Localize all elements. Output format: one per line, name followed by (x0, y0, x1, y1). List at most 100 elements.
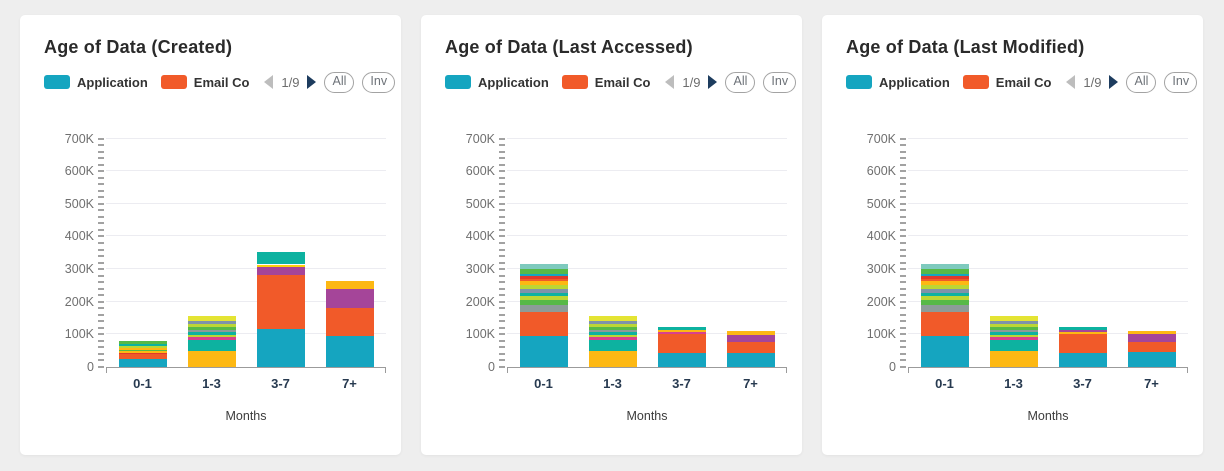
legend-prev-icon[interactable] (665, 75, 675, 90)
bar-segment[interactable] (657, 326, 706, 330)
bar-segment[interactable] (657, 353, 706, 367)
bar-segment[interactable] (657, 331, 706, 335)
bar-segment[interactable] (187, 334, 236, 338)
bar-segment[interactable] (989, 337, 1038, 341)
bar-segment[interactable] (989, 351, 1038, 367)
all-button[interactable]: All (324, 72, 355, 93)
bar-segment[interactable] (519, 269, 568, 274)
bar-segment[interactable] (519, 276, 568, 279)
legend-swatch-application[interactable] (445, 75, 471, 90)
bar-segment[interactable] (187, 332, 236, 335)
bar-segment[interactable] (1127, 330, 1176, 335)
bar-segment[interactable] (588, 340, 637, 352)
bar-segment[interactable] (1058, 333, 1107, 354)
bar-segment[interactable] (989, 329, 1038, 333)
legend-next-icon[interactable] (1109, 75, 1119, 90)
bar-segment[interactable] (989, 340, 1038, 352)
legend-swatch-application[interactable] (846, 75, 872, 90)
bar-segment[interactable] (256, 329, 305, 367)
bar-segment[interactable] (256, 274, 305, 330)
legend-label-application[interactable]: Application (879, 74, 950, 90)
bar-segment[interactable] (187, 329, 236, 333)
bar-segment[interactable] (118, 349, 167, 352)
bar-segment[interactable] (920, 300, 969, 306)
bar-segment[interactable] (1127, 352, 1176, 367)
bar-segment[interactable] (920, 292, 969, 297)
bar-segment[interactable] (519, 281, 568, 286)
legend-label-email[interactable]: Email Co (594, 74, 651, 90)
bar-segment[interactable] (118, 354, 167, 359)
bar-segment[interactable] (519, 312, 568, 336)
bar-segment[interactable] (588, 329, 637, 333)
bar-segment[interactable] (588, 332, 637, 335)
bar-segment[interactable] (657, 334, 706, 354)
bar-segment[interactable] (519, 273, 568, 277)
bar-segment[interactable] (519, 278, 568, 282)
bar-segment[interactable] (187, 323, 236, 327)
legend-label-email[interactable]: Email Co (193, 74, 250, 90)
inv-button[interactable]: Inv (1164, 72, 1198, 93)
bar-segment[interactable] (588, 321, 637, 324)
bar-segment[interactable] (1058, 353, 1107, 367)
bar-segment[interactable] (989, 315, 1038, 322)
legend-label-application[interactable]: Application (77, 74, 148, 90)
bar-segment[interactable] (989, 321, 1038, 324)
legend-swatch-email[interactable] (160, 75, 187, 90)
bar-segment[interactable] (588, 323, 637, 327)
bar-segment[interactable] (1058, 330, 1107, 332)
bar-segment[interactable] (989, 323, 1038, 327)
bar-segment[interactable] (118, 352, 167, 355)
bar-segment[interactable] (118, 351, 167, 353)
bar-segment[interactable] (1058, 331, 1107, 334)
bar-segment[interactable] (118, 343, 167, 346)
bar-segment[interactable] (726, 342, 775, 354)
bar-segment[interactable] (519, 305, 568, 313)
bar-segment[interactable] (588, 326, 637, 330)
bar-segment[interactable] (519, 292, 568, 297)
bar-segment[interactable] (325, 308, 374, 336)
inv-button[interactable]: Inv (362, 72, 396, 93)
bar-segment[interactable] (519, 289, 568, 293)
bar-segment[interactable] (657, 329, 706, 332)
bar-segment[interactable] (588, 315, 637, 322)
bar-segment[interactable] (1058, 326, 1107, 331)
bar-segment[interactable] (118, 358, 167, 367)
legend-label-email[interactable]: Email Co (995, 74, 1052, 90)
bar-segment[interactable] (187, 321, 236, 324)
legend-swatch-application[interactable] (44, 75, 70, 90)
bar-segment[interactable] (920, 305, 969, 313)
legend-label-application[interactable]: Application (478, 74, 549, 90)
bar-segment[interactable] (118, 341, 167, 344)
bar-segment[interactable] (726, 330, 775, 336)
legend-next-icon[interactable] (307, 75, 317, 90)
bar-segment[interactable] (588, 351, 637, 367)
bar-segment[interactable] (726, 353, 775, 367)
bar-segment[interactable] (588, 337, 637, 341)
bar-segment[interactable] (989, 332, 1038, 335)
legend-prev-icon[interactable] (1066, 75, 1076, 90)
bar-segment[interactable] (187, 337, 236, 341)
bar-segment[interactable] (256, 264, 305, 268)
bar-segment[interactable] (588, 334, 637, 338)
bar-segment[interactable] (920, 335, 969, 367)
bar-segment[interactable] (920, 285, 969, 290)
bar-segment[interactable] (519, 264, 568, 270)
bar-segment[interactable] (325, 335, 374, 367)
all-button[interactable]: All (1126, 72, 1157, 93)
bar-segment[interactable] (920, 312, 969, 336)
legend-swatch-email[interactable] (962, 75, 989, 90)
bar-segment[interactable] (519, 285, 568, 290)
bar-segment[interactable] (920, 296, 969, 301)
bar-segment[interactable] (1127, 334, 1176, 343)
bar-segment[interactable] (325, 281, 374, 290)
bar-segment[interactable] (989, 334, 1038, 338)
bar-segment[interactable] (920, 276, 969, 279)
bar-segment[interactable] (519, 300, 568, 306)
bar-segment[interactable] (187, 340, 236, 352)
legend-next-icon[interactable] (708, 75, 718, 90)
bar-segment[interactable] (920, 281, 969, 286)
legend-prev-icon[interactable] (264, 75, 274, 90)
bar-segment[interactable] (118, 345, 167, 348)
bar-segment[interactable] (519, 296, 568, 301)
inv-button[interactable]: Inv (763, 72, 797, 93)
